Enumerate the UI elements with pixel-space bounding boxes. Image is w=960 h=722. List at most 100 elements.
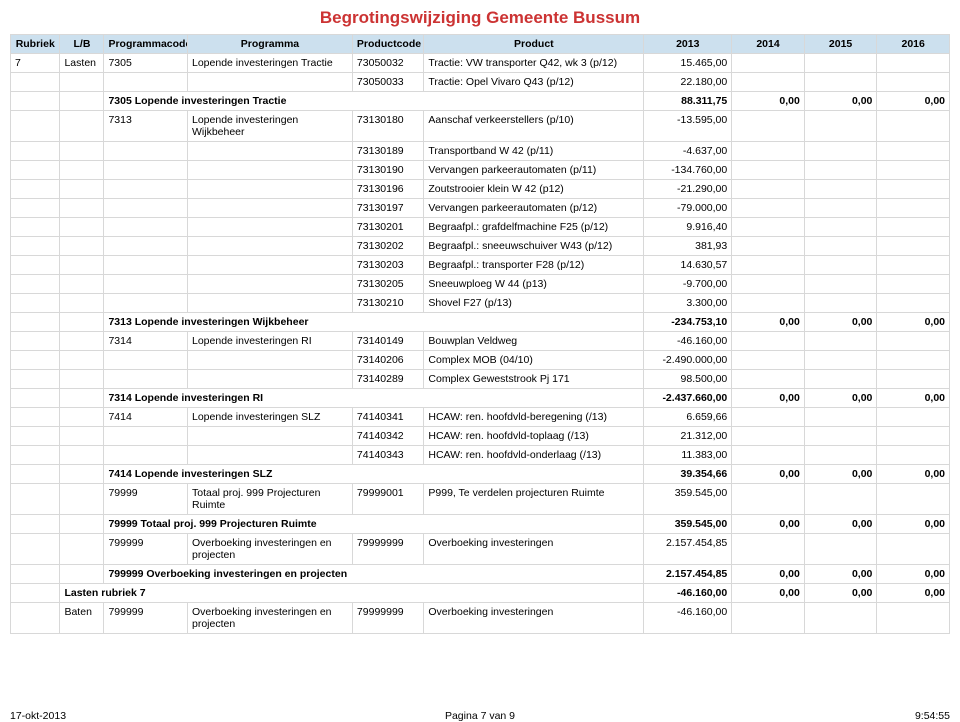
cell: 73140206 [352,351,423,370]
cell [877,161,950,180]
subtotal-label: 7414 Lopende investeringen SLZ [104,465,644,484]
cell [104,370,188,389]
cell: 73050032 [352,54,423,73]
cell [804,484,877,515]
cell [188,351,353,370]
cell: 7314 [104,332,188,351]
table-row: 799999Overboeking investeringen en proje… [11,534,950,565]
cell [732,370,805,389]
subtotal-value: 0,00 [732,515,805,534]
cell [804,256,877,275]
cell: Lasten [60,54,104,73]
cell [188,161,353,180]
table-row: 73140206Complex MOB (04/10)-2.490.000,00 [11,351,950,370]
budget-report-page: Begrotingswijziging Gemeente Bussum Rubr… [0,0,960,714]
cell: 73140289 [352,370,423,389]
cell [804,427,877,446]
table-row: 799999 Overboeking investeringen en proj… [11,565,950,584]
cell: 73130189 [352,142,423,161]
cell [732,237,805,256]
cell [732,351,805,370]
subtotal-value: -234.753,10 [644,313,732,332]
cell: 73140149 [352,332,423,351]
cell: Begraafpl.: grafdelfmachine F25 (p/12) [424,218,644,237]
table-body: 7Lasten7305Lopende investeringen Tractie… [11,54,950,634]
cell [804,142,877,161]
cell: 9.916,40 [644,218,732,237]
header-row: Rubriek L/B Programmacode Programma Prod… [11,35,950,54]
table-row: 7414Lopende investeringen SLZ74140341HCA… [11,408,950,427]
cell: 73130202 [352,237,423,256]
cell: 3.300,00 [644,294,732,313]
table-row: 7Lasten7305Lopende investeringen Tractie… [11,54,950,73]
cell-empty [11,465,60,484]
cell [11,142,60,161]
cell: 2.157.454,85 [644,534,732,565]
table-row: 7305 Lopende investeringen Tractie88.311… [11,92,950,111]
cell: Sneeuwploeg W 44 (p13) [424,275,644,294]
cell: 6.659,66 [644,408,732,427]
cell [732,603,805,634]
col-rubriek: Rubriek [11,35,60,54]
cell [11,275,60,294]
cell: 799999 [104,603,188,634]
cell: Aanschaf verkeerstellers (p/10) [424,111,644,142]
subtotal-value: 0,00 [877,465,950,484]
table-row: 73130210Shovel F27 (p/13)3.300,00 [11,294,950,313]
cell-empty [11,584,60,603]
cell: Zoutstrooier klein W 42 (p12) [424,180,644,199]
cell [60,427,104,446]
cell [104,275,188,294]
cell [732,73,805,92]
col-2015: 2015 [804,35,877,54]
subtotal-value: 0,00 [732,584,805,603]
cell [188,256,353,275]
cell [732,218,805,237]
cell [104,73,188,92]
subtotal-value: 0,00 [804,313,877,332]
cell [804,534,877,565]
cell: 73130190 [352,161,423,180]
cell [732,275,805,294]
cell [60,370,104,389]
cell: HCAW: ren. hoofdvld-toplaag (/13) [424,427,644,446]
cell [804,275,877,294]
cell [11,534,60,565]
cell [804,180,877,199]
cell: Overboeking investeringen [424,603,644,634]
table-row: 73130196Zoutstrooier klein W 42 (p12)-21… [11,180,950,199]
table-row: 73130201Begraafpl.: grafdelfmachine F25 … [11,218,950,237]
cell [732,142,805,161]
cell [877,73,950,92]
cell-empty [60,565,104,584]
subtotal-value: 0,00 [732,313,805,332]
cell [11,427,60,446]
subtotal-value: 88.311,75 [644,92,732,111]
col-productcode: Productcode [352,35,423,54]
cell [804,370,877,389]
cell [732,427,805,446]
table-row: 7313 Lopende investeringen Wijkbeheer-23… [11,313,950,332]
cell: HCAW: ren. hoofdvld-beregening (/13) [424,408,644,427]
cell [804,294,877,313]
cell [804,446,877,465]
cell [104,446,188,465]
cell [60,484,104,515]
cell: 73130210 [352,294,423,313]
subtotal-label: 7305 Lopende investeringen Tractie [104,92,644,111]
cell [732,484,805,515]
subtotal-value: 0,00 [732,465,805,484]
cell [877,180,950,199]
cell: 73130197 [352,199,423,218]
table-row: 73130203Begraafpl.: transporter F28 (p/1… [11,256,950,275]
cell [104,180,188,199]
cell [732,294,805,313]
cell [804,603,877,634]
cell [60,218,104,237]
cell: Tractie: VW transporter Q42, wk 3 (p/12) [424,54,644,73]
subtotal-value: 0,00 [877,584,950,603]
subtotal-value: 359.545,00 [644,515,732,534]
cell: 73130205 [352,275,423,294]
cell [188,275,353,294]
cell-empty [60,92,104,111]
